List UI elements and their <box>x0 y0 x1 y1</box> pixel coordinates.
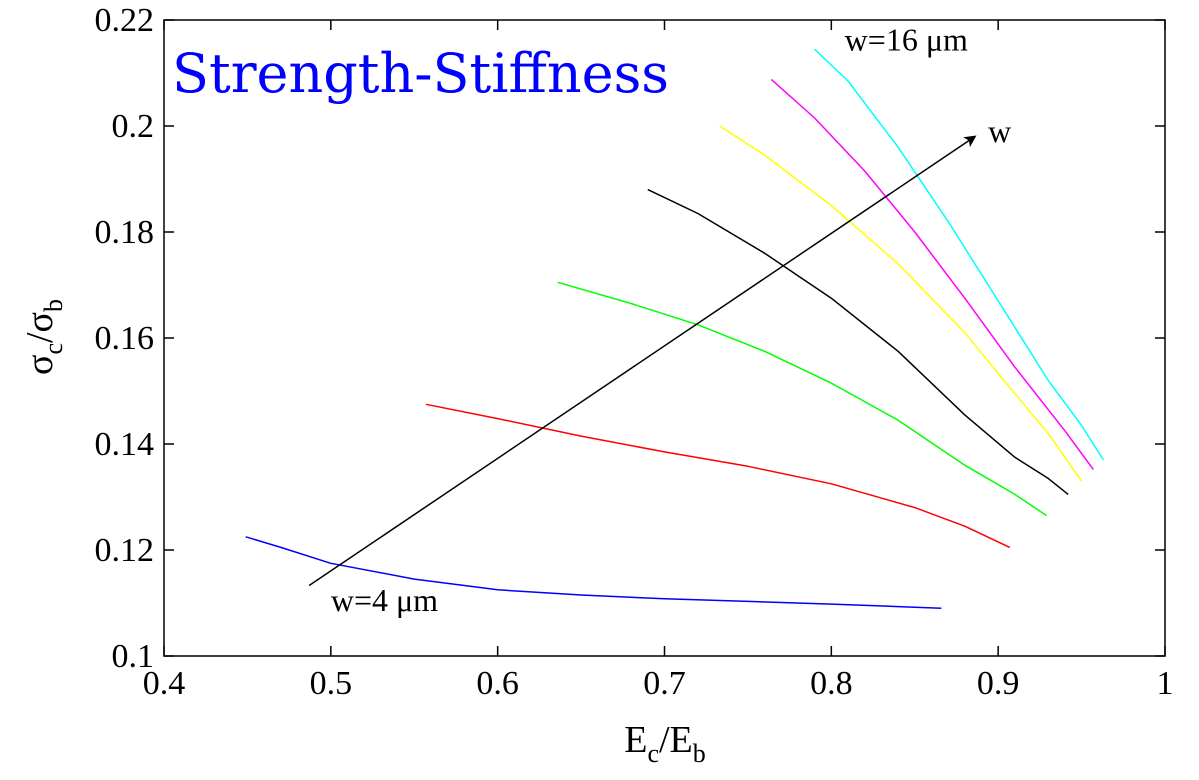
series-line-3 <box>557 281 1047 517</box>
y-axis-label: σc/σb <box>19 299 68 375</box>
x-label-sep: /E <box>659 719 693 761</box>
annotation-label: w <box>988 113 1011 149</box>
x-tick-label: 1 <box>1157 665 1174 702</box>
x-tick-label: 0.9 <box>977 665 1020 702</box>
y-tick-label: 0.12 <box>95 532 155 569</box>
y-label-sub1: c <box>39 343 68 355</box>
y-tick-label: 0.2 <box>112 108 155 145</box>
chart-title: Strength-Stiffness <box>172 42 669 105</box>
y-tick-label: 0.18 <box>95 214 155 251</box>
y-label-sep: /σ <box>19 312 61 343</box>
x-tick-label: 0.5 <box>310 665 353 702</box>
x-label-sub2: b <box>693 739 706 768</box>
y-tick-label: 0.14 <box>95 426 155 463</box>
y-tick-label: 0.16 <box>95 320 155 357</box>
x-axis-label: Ec/Eb <box>624 719 706 768</box>
y-tick-label: 0.22 <box>95 2 155 39</box>
x-tick-label: 0.6 <box>476 665 519 702</box>
series-line-5 <box>719 125 1083 482</box>
series-line-2 <box>425 403 1011 549</box>
y-label-main: σ <box>19 355 61 375</box>
annotation-label: w=16 μm <box>845 22 968 58</box>
series-layer <box>245 48 1104 610</box>
trend-arrow <box>308 135 977 587</box>
y-tick-label: 0.1 <box>112 638 155 675</box>
series-line-1 <box>245 536 942 610</box>
annotation-layer: w=4 μm w=16 μm w <box>308 22 1011 618</box>
x-tick-label: 0.8 <box>810 665 853 702</box>
series-line-6 <box>770 78 1094 470</box>
x-label-sub1: c <box>647 739 659 768</box>
x-tick-label: 0.4 <box>143 665 186 702</box>
annotation-label: w=4 μm <box>331 582 438 618</box>
plot-frame <box>163 19 1166 657</box>
ticks-layer: 0.4 0.5 0.6 0.7 0.8 0.9 1 0.1 0.12 0.14 0.16 0.18 0.… <box>95 2 1174 702</box>
x-label-main: E <box>624 719 647 761</box>
series-line-4 <box>647 188 1069 495</box>
series-line-7 <box>814 48 1104 461</box>
x-tick-label: 0.7 <box>643 665 686 702</box>
y-label-sub2: b <box>39 299 68 312</box>
